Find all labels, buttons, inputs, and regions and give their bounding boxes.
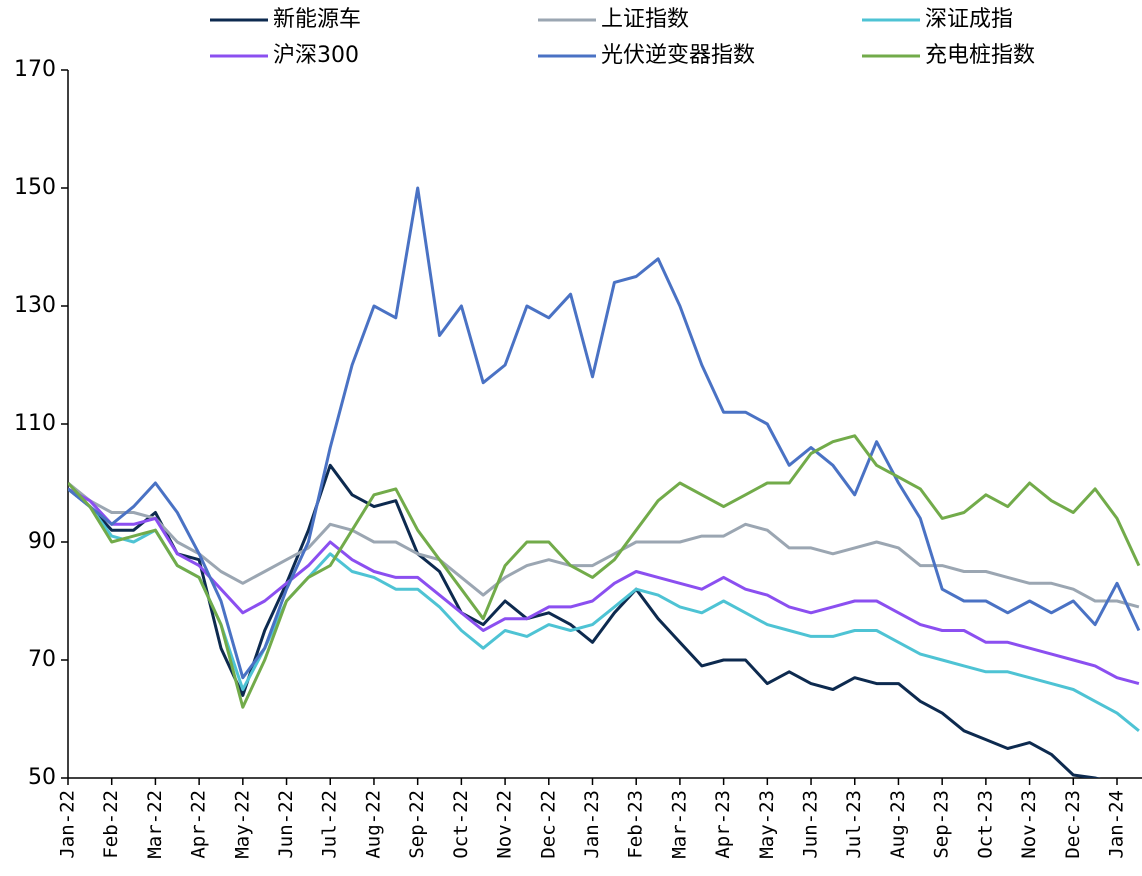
x-tick-label: Nov-22 [494,790,516,859]
x-tick-label: Nov-23 [1018,790,1040,859]
series-line [68,487,1140,686]
x-tick-label: Jul-23 [843,790,865,859]
x-tick-label: Oct-22 [450,790,472,859]
x-tick-label: Jan-24 [1105,790,1127,859]
legend-label: 新能源车 [273,7,361,32]
x-tick-label: Feb-22 [100,790,122,859]
y-tick-label: 110 [14,411,56,436]
x-tick-label: Jun-23 [800,790,822,859]
legend-label: 光伏逆变器指数 [601,43,755,68]
x-tick-label: Sep-22 [406,790,428,859]
plot-area [68,186,1141,778]
legend-label: 上证指数 [601,7,689,32]
legend-label: 沪深300 [273,43,359,68]
x-tick-label: Oct-23 [974,790,996,859]
x-tick-label: Aug-23 [887,790,909,859]
series-line [68,186,1141,680]
y-tick-label: 150 [14,175,56,200]
x-tick-label: Apr-22 [188,790,210,859]
x-tick-label: Mar-22 [144,790,166,859]
series-line [68,481,1140,609]
x-tick-label: Feb-23 [625,790,647,859]
series-line [68,487,1140,732]
x-tick-label: Apr-23 [712,790,734,859]
x-tick-label: May-22 [231,790,253,859]
legend-label: 充电桩指数 [925,43,1035,68]
x-tick-label: Mar-23 [668,790,690,859]
x-tick-label: Aug-22 [362,790,384,859]
x-tick-label: Jan-22 [57,790,79,859]
x-tick-label: Sep-23 [931,790,953,859]
x-tick-label: Dec-23 [1062,790,1084,859]
x-tick-label: Dec-22 [537,790,559,859]
y-tick-label: 90 [28,529,56,554]
y-tick-label: 130 [14,293,56,318]
legend-label: 深证成指 [925,7,1013,32]
x-tick-label: Jun-22 [275,790,297,859]
x-tick-label: Jan-23 [581,790,603,859]
y-tick-label: 170 [14,57,56,82]
y-tick-label: 50 [28,765,56,790]
x-tick-label: Jul-22 [319,790,341,859]
series-line [68,434,1141,709]
y-tick-label: 70 [28,647,56,672]
x-tick-label: May-23 [756,790,778,859]
